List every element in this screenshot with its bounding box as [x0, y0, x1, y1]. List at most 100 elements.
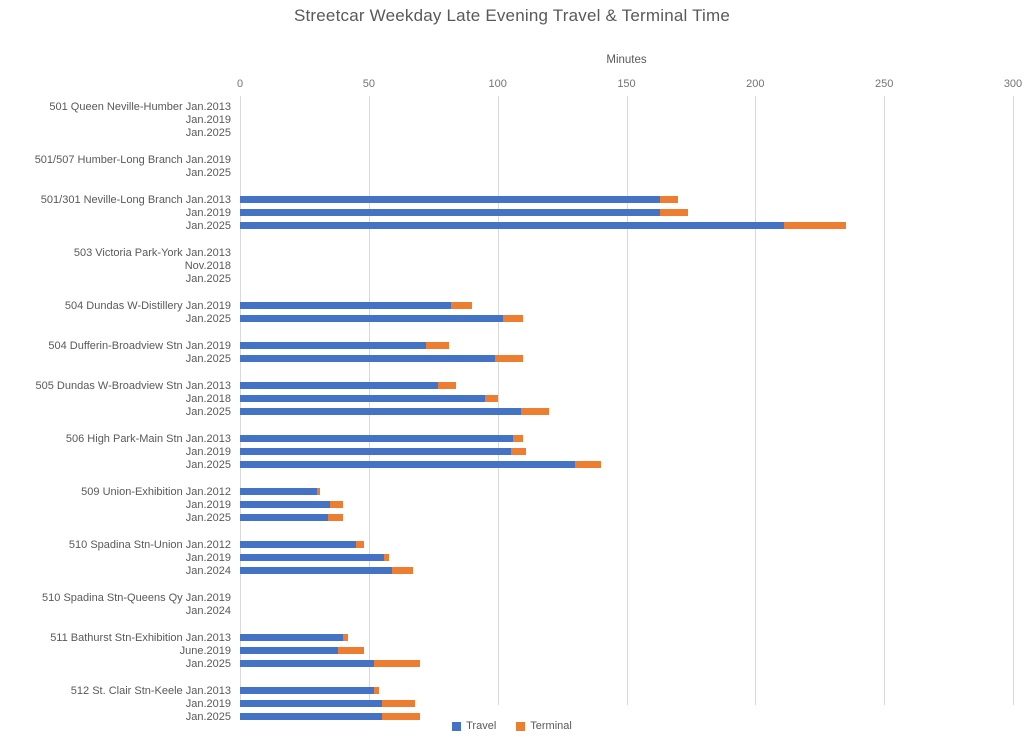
x-tick-label: 0 [236, 78, 244, 90]
travel-bar [240, 647, 338, 654]
bar-track [240, 647, 1024, 654]
row-label: 501/301 Neville-Long Branch Jan.2013 [40, 193, 231, 206]
row-label: 511 Bathurst Stn-Exhibition Jan.2013 [50, 631, 231, 644]
travel-bar [240, 514, 328, 521]
route-group: 504 Dufferin-Broadview Stn Jan.2019 Jan.2… [0, 339, 1024, 365]
row-label: Jan.2025 [185, 166, 231, 179]
route-group: 504 Dundas W-Distillery Jan.2019 Jan.2025 [0, 299, 1024, 325]
terminal-bar [373, 660, 421, 667]
travel-bar [240, 501, 331, 508]
bar-row: 504 Dufferin-Broadview Stn Jan.2019 [0, 339, 1024, 352]
row-label: Jan.2025 [185, 312, 231, 325]
bar-row: 511 Bathurst Stn-Exhibition Jan.2013 [0, 631, 1024, 644]
bar-track [240, 262, 1024, 269]
terminal-bar [355, 541, 364, 548]
bar-row: Jan.2024 [0, 604, 1024, 617]
travel-swatch-icon [452, 721, 462, 731]
x-axis-title: Minutes [606, 54, 647, 66]
bar-track [240, 315, 1024, 322]
bar-row: Jan.2025 [0, 352, 1024, 365]
bar-row: June.2019 [0, 644, 1024, 657]
bar-track [240, 700, 1024, 707]
bar-track [240, 448, 1024, 455]
terminal-bar [438, 382, 457, 389]
terminal-bar [330, 501, 344, 508]
travel-bar [240, 634, 344, 641]
x-tick-label: 250 [874, 78, 894, 90]
route-group: 512 St. Clair Stn-Keele Jan.2013 Jan.2019… [0, 684, 1024, 723]
row-label: Jan.2025 [185, 352, 231, 365]
route-group: 501/507 Humber-Long Branch Jan.2019 Jan.2… [0, 153, 1024, 179]
bar-row: 504 Dundas W-Distillery Jan.2019 [0, 299, 1024, 312]
travel-bar [240, 382, 439, 389]
travel-bar [240, 342, 426, 349]
bar-track [240, 249, 1024, 256]
route-group: 510 Spadina Stn-Queens Qy Jan.2019 Jan.20… [0, 591, 1024, 617]
bar-row: Jan.2025 [0, 312, 1024, 325]
bar-track [240, 607, 1024, 614]
travel-bar [240, 554, 385, 561]
row-label: 510 Spadina Stn-Queens Qy Jan.2019 [42, 591, 231, 604]
x-tick-label: 150 [617, 78, 636, 90]
row-label: Jan.2025 [185, 710, 231, 723]
bar-row: 509 Union-Exhibition Jan.2012 [0, 485, 1024, 498]
travel-bar [240, 713, 382, 720]
bar-track [240, 567, 1024, 574]
gridline [1013, 96, 1014, 705]
travel-bar [240, 488, 318, 495]
terminal-bar [337, 647, 364, 654]
route-group: 510 Spadina Stn-Union Jan.2012 Jan.2019 Ja… [0, 538, 1024, 577]
travel-bar [240, 448, 511, 455]
row-label: Jan.2024 [185, 604, 231, 617]
travel-bar [240, 687, 374, 694]
bar-row: Jan.2025 [0, 511, 1024, 524]
row-label: Jan.2019 [185, 551, 231, 564]
bar-track [240, 713, 1024, 720]
terminal-bar [502, 315, 524, 322]
travel-bar [240, 541, 356, 548]
row-label: Jan.2025 [185, 511, 231, 524]
row-label: 501/507 Humber-Long Branch Jan.2019 [34, 153, 231, 166]
bar-row: 501/507 Humber-Long Branch Jan.2019 [0, 153, 1024, 166]
bar-track [240, 687, 1024, 694]
terminal-bar [384, 554, 390, 561]
bar-row: 506 High Park-Main Stn Jan.2013 [0, 432, 1024, 445]
travel-bar [240, 196, 660, 203]
row-label: 504 Dufferin-Broadview Stn Jan.2019 [48, 339, 231, 352]
row-label: Jan.2019 [185, 206, 231, 219]
x-tick-label: 300 [1003, 78, 1023, 90]
route-group: 501 Queen Neville-Humber Jan.2013 Jan.201… [0, 100, 1024, 139]
bar-row: 501/301 Neville-Long Branch Jan.2013 [0, 193, 1024, 206]
x-tick-label: 50 [362, 78, 375, 90]
x-tick-label: 200 [746, 78, 765, 90]
row-label: 501 Queen Neville-Humber Jan.2013 [49, 100, 231, 113]
travel-bar [240, 355, 496, 362]
bar-track [240, 342, 1024, 349]
bar-row: 512 St. Clair Stn-Keele Jan.2013 [0, 684, 1024, 697]
terminal-bar [574, 461, 601, 468]
row-label: Nov.2018 [184, 259, 231, 272]
bar-row: 510 Spadina Stn-Union Jan.2012 [0, 538, 1024, 551]
bar-track [240, 129, 1024, 136]
bar-track [240, 116, 1024, 123]
bar-track [240, 103, 1024, 110]
bar-row: Jan.2025 [0, 166, 1024, 179]
bar-row: Jan.2019 [0, 206, 1024, 219]
x-tick-label: 100 [488, 78, 507, 90]
terminal-bar [783, 222, 846, 229]
bar-row: Jan.2019 [0, 697, 1024, 710]
bar-row: Jan.2025 [0, 657, 1024, 670]
gridline [884, 96, 886, 705]
plot-area: 501 Queen Neville-Humber Jan.2013 Jan.201… [0, 100, 1024, 737]
legend-travel-label: Travel [466, 720, 497, 732]
bar-track [240, 395, 1024, 402]
travel-bar [240, 395, 485, 402]
terminal-bar [317, 488, 320, 495]
bar-row: Jan.2018 [0, 392, 1024, 405]
bar-row: Jan.2025 [0, 458, 1024, 471]
bar-row: 510 Spadina Stn-Queens Qy Jan.2019 [0, 591, 1024, 604]
travel-bar [240, 408, 521, 415]
terminal-bar [510, 448, 526, 455]
row-label: Jan.2018 [185, 392, 231, 405]
